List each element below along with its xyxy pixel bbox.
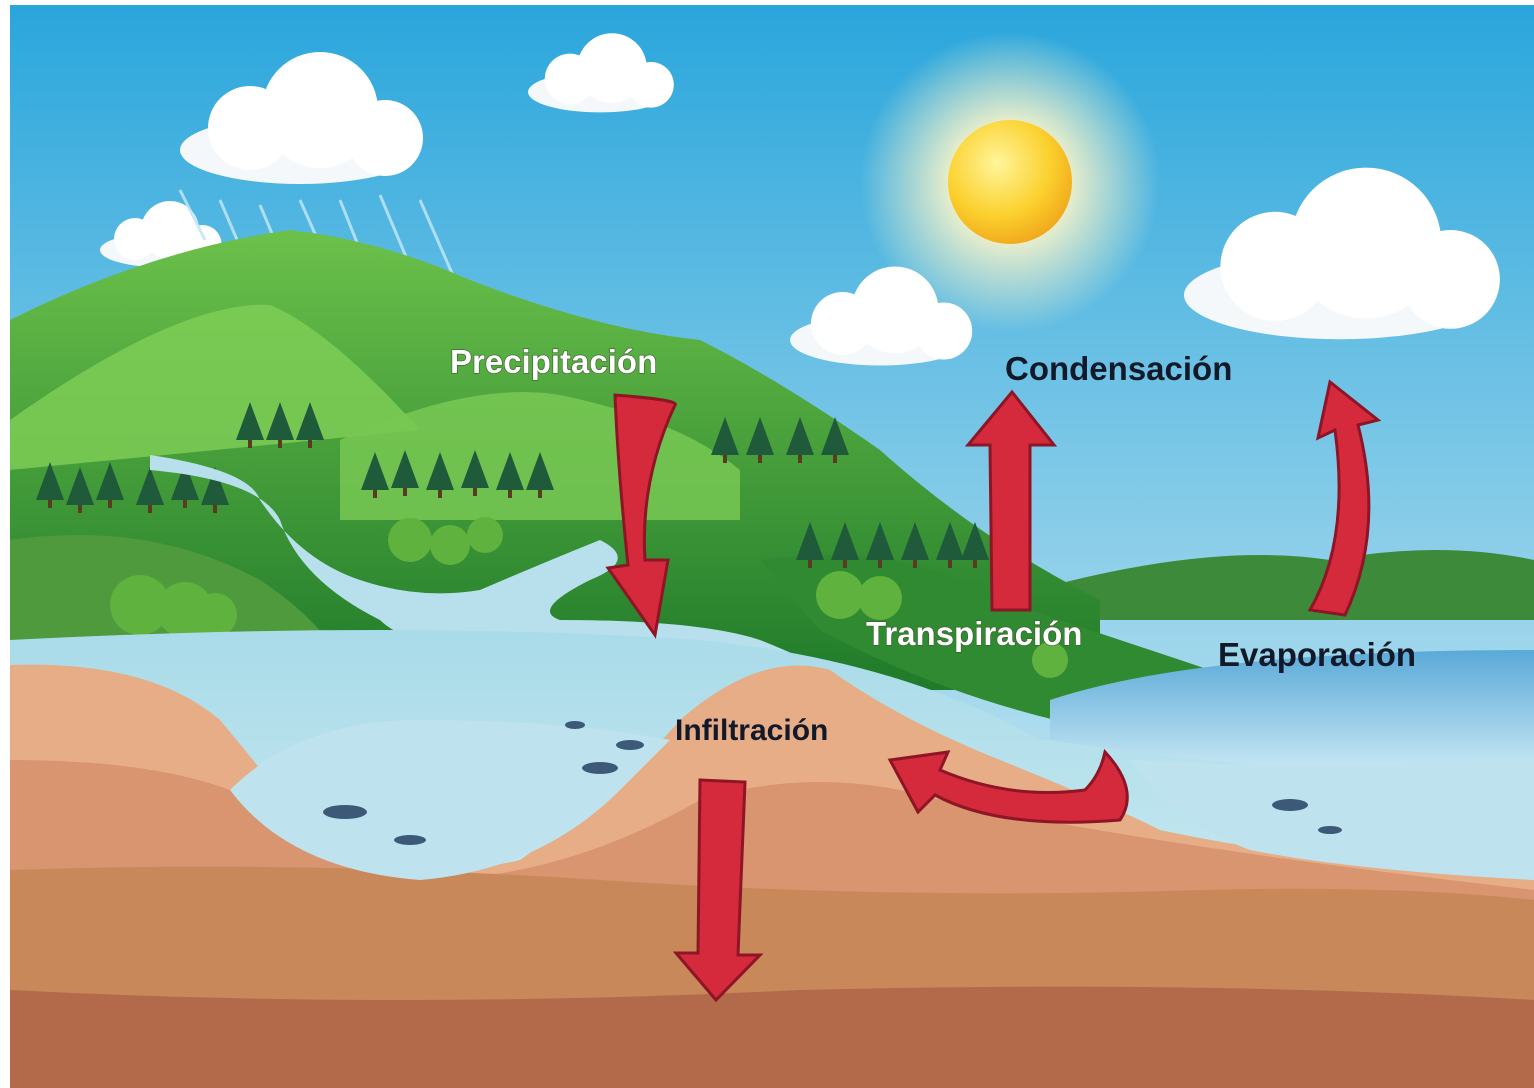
soil-bottom <box>10 987 1534 1088</box>
label-transpiration: Transpiración <box>866 615 1082 652</box>
label-infiltration: Infiltración <box>675 714 828 747</box>
water-cycle-diagram: Precipitación Condensación Transpiración… <box>0 0 1534 1088</box>
label-precipitation: Precipitación <box>450 343 657 380</box>
label-condensation: Condensación <box>1005 350 1232 387</box>
page: Precipitación Condensación Transpiración… <box>0 0 1534 1088</box>
sun <box>948 120 1072 244</box>
label-evaporation: Evaporación <box>1218 636 1416 673</box>
